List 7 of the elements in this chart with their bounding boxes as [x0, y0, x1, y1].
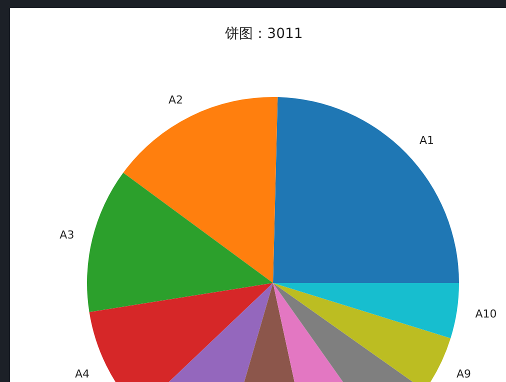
slice-label: A9: [456, 368, 471, 381]
slice-label: A1: [419, 134, 434, 148]
chart-title: 饼图：3011: [224, 26, 303, 42]
slice-label: A3: [60, 228, 74, 242]
slice-label: A2: [168, 93, 183, 106]
slice-label: A4: [75, 368, 90, 381]
slice-label: A10: [475, 308, 497, 321]
